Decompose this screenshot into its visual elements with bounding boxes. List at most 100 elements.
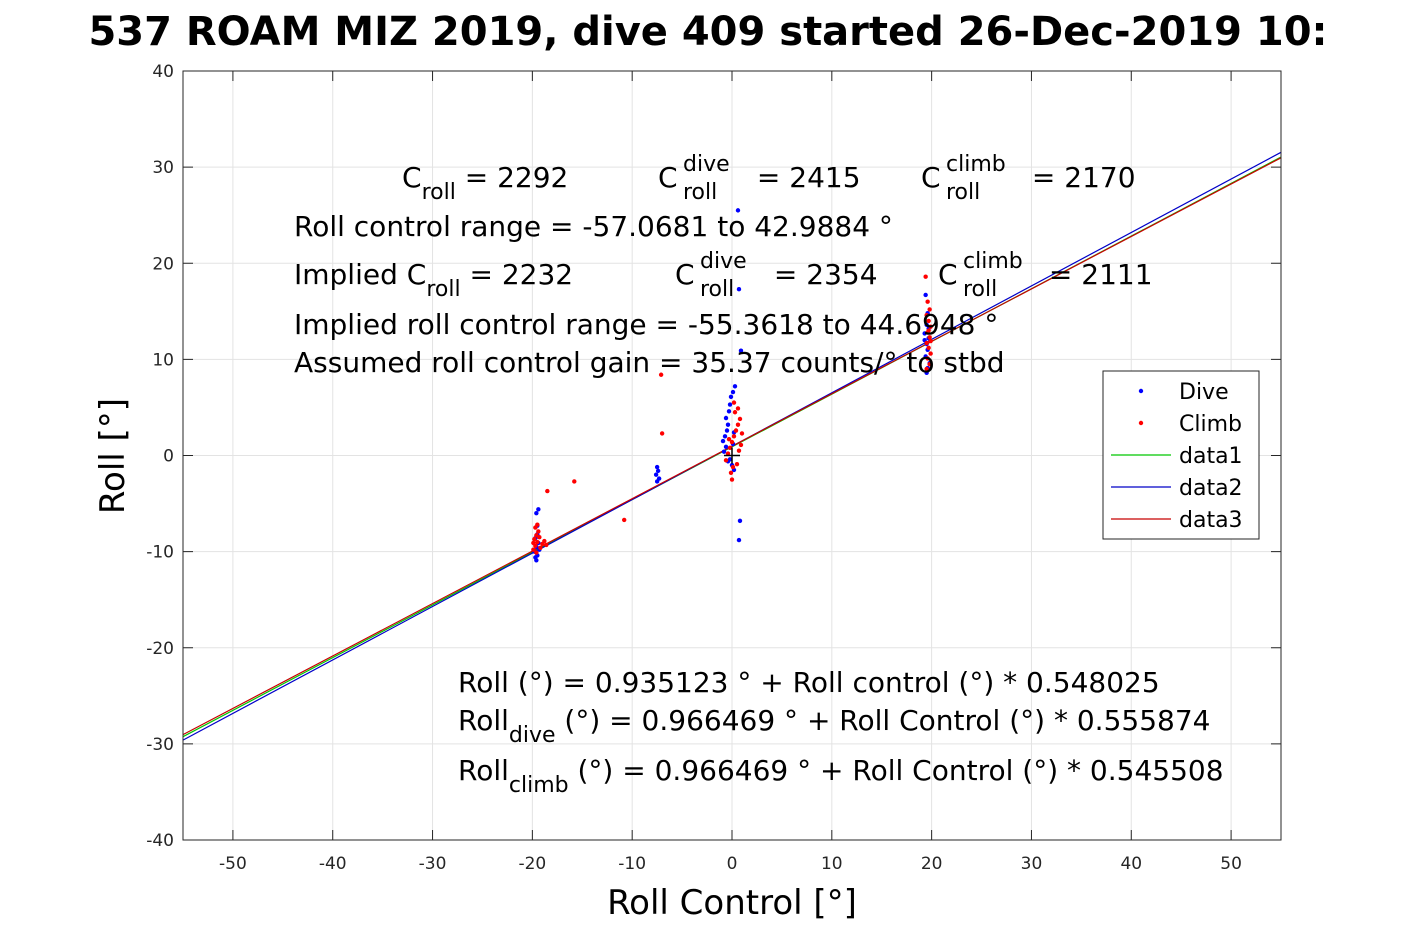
point-dive	[653, 472, 659, 477]
legend-marker-dive	[1138, 388, 1144, 394]
point-climb	[925, 356, 930, 361]
point-climb	[734, 461, 740, 467]
point-climb	[531, 547, 536, 552]
point-climb	[733, 428, 739, 433]
point-dive	[724, 428, 730, 433]
point-climb	[729, 439, 735, 445]
implied-c-roll-text: Implied Croll = 2232	[294, 258, 573, 302]
point-climb	[621, 517, 627, 523]
y-tick-label: -10	[146, 543, 174, 563]
legend-marker-climb	[1138, 420, 1144, 426]
plot-frame	[182, 70, 1282, 841]
x-tick-label: -30	[419, 854, 447, 874]
point-dive	[728, 394, 734, 400]
y-tick-label: -20	[146, 639, 174, 659]
roll-control-range-text: Roll control range = -57.0681 to 42.9884…	[294, 210, 893, 243]
origin-marker	[724, 447, 740, 464]
x-tick-label: -50	[219, 854, 247, 874]
point-climb	[532, 536, 537, 542]
point-dive	[723, 415, 729, 421]
point-climb	[927, 361, 932, 367]
point-dive	[721, 449, 727, 454]
point-climb	[924, 312, 929, 318]
point-climb	[924, 340, 929, 346]
y-tick-label: -40	[146, 831, 174, 851]
x-tick-label: 20	[921, 854, 943, 874]
point-climb	[535, 539, 540, 545]
y-tick-label: 10	[152, 350, 174, 370]
point-dive	[655, 468, 661, 474]
point-dive	[722, 434, 728, 439]
point-climb	[732, 410, 738, 415]
y-tick-label: 20	[152, 254, 174, 274]
equation-dive: Rolldive (°) = 0.966469 ° + Roll Control…	[458, 704, 1210, 748]
legend: Dive Climb data1 data2 data3	[1102, 370, 1260, 540]
point-dive	[923, 292, 928, 298]
y-axis-label: Roll [°]	[93, 398, 133, 514]
x-axis-label: Roll Control [°]	[607, 883, 857, 923]
equation-all: Roll (°) = 0.935123 ° + Roll control (°)…	[458, 666, 1160, 699]
point-climb	[925, 299, 930, 304]
y-tick-label: -30	[146, 735, 174, 755]
x-tick-label: -10	[618, 854, 646, 874]
point-climb	[735, 406, 741, 411]
x-tick-label: 50	[1220, 854, 1242, 874]
point-dive	[924, 370, 929, 376]
equation-climb: Rollclimb (°) = 0.966469 ° + Roll Contro…	[458, 754, 1224, 798]
point-climb	[658, 372, 664, 377]
point-climb	[544, 542, 549, 548]
point-climb	[727, 445, 733, 451]
point-climb	[730, 464, 736, 470]
fit-lines	[182, 151, 1282, 741]
point-climb	[659, 431, 665, 436]
chart-title: 537 ROAM MIZ 2019, dive 409 started 26-D…	[88, 9, 1327, 55]
point-climb	[731, 400, 737, 405]
point-climb	[534, 550, 539, 555]
legend-label: Dive	[1179, 380, 1229, 405]
point-dive	[736, 287, 742, 292]
x-tick-label: 0	[727, 854, 738, 874]
point-dive	[725, 422, 731, 427]
point-climb	[928, 338, 933, 344]
point-climb	[735, 422, 741, 427]
x-tick-label: 30	[1021, 854, 1043, 874]
legend-label: data1	[1179, 444, 1243, 469]
point-dive	[735, 208, 741, 213]
legend-label: Climb	[1179, 412, 1242, 437]
implied-range-text: Implied roll control range = -55.3618 to…	[294, 308, 998, 341]
x-tick-labels: -50 -40 -30 -20 -10 0 10 20 30 40 50	[219, 854, 1242, 874]
point-dive	[723, 444, 729, 450]
point-climb	[731, 434, 737, 439]
legend-label: data3	[1179, 508, 1243, 533]
point-climb	[737, 416, 743, 422]
point-climb	[726, 436, 732, 442]
y-tick-label: 30	[152, 158, 174, 178]
point-climb	[739, 431, 745, 436]
x-tick-label: -40	[319, 854, 347, 874]
point-dive	[727, 402, 733, 407]
point-climb	[927, 307, 932, 312]
point-dive	[730, 389, 736, 395]
point-climb	[924, 366, 929, 372]
point-climb	[927, 335, 932, 340]
x-tick-label: 10	[821, 854, 843, 874]
point-climb	[928, 324, 933, 329]
point-dive	[738, 348, 744, 353]
point-climb	[738, 442, 744, 448]
point-dive	[720, 438, 726, 444]
point-climb	[926, 345, 931, 351]
point-climb	[538, 545, 543, 550]
point-dive	[654, 464, 660, 470]
y-tick-label: 0	[163, 447, 174, 467]
point-climb	[535, 522, 540, 527]
point-climb	[545, 488, 550, 494]
point-dive	[536, 507, 541, 512]
y-tick-label: 40	[152, 62, 174, 82]
point-climb	[736, 448, 742, 453]
point-climb	[723, 458, 729, 463]
legend-label: data2	[1179, 476, 1243, 501]
point-climb	[928, 351, 933, 356]
